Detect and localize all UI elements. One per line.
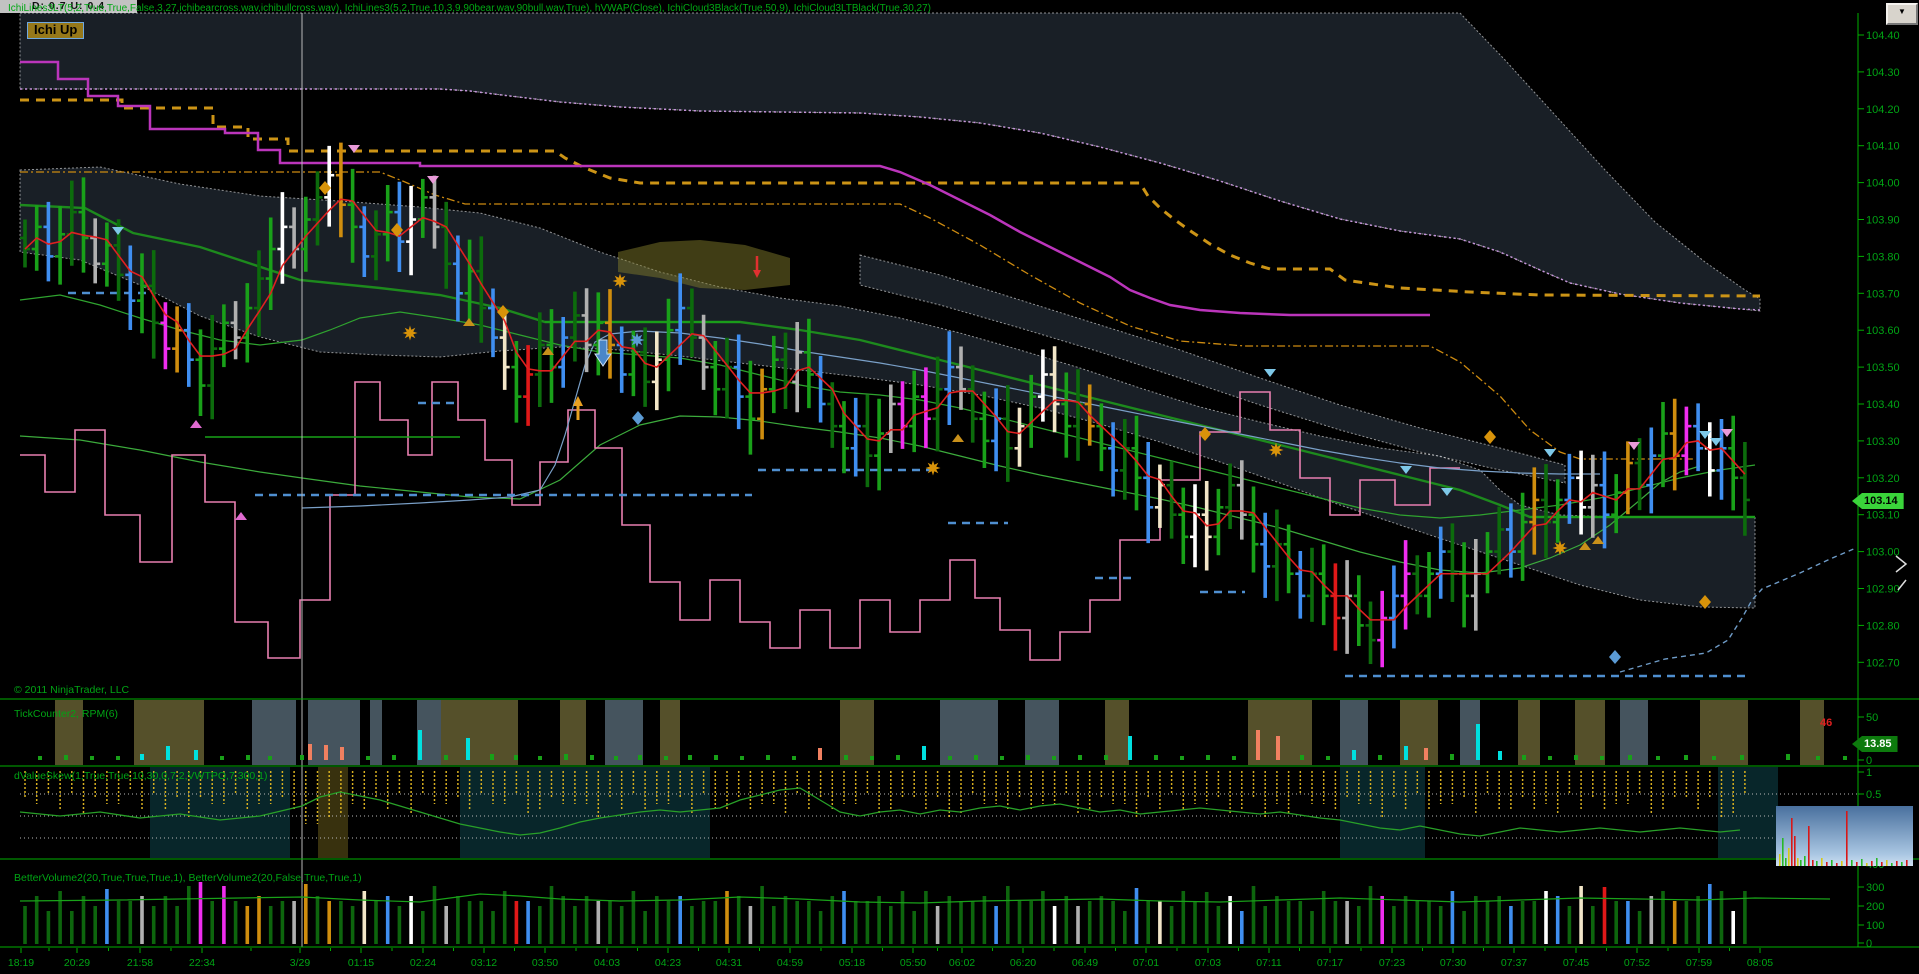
svg-text:103.50: 103.50 (1866, 362, 1900, 374)
signal-label: Ichi Up (27, 22, 85, 39)
svg-text:04:31: 04:31 (716, 957, 742, 969)
svg-text:104.00: 104.00 (1866, 178, 1900, 190)
svg-text:103.20: 103.20 (1866, 473, 1900, 485)
bettervolume-panel: 4003002001000 (19, 859, 1884, 950)
scroll-down-button[interactable]: ▼ (1886, 3, 1918, 25)
last-price-badge: 103.14 (1852, 493, 1904, 509)
svg-text:07:52: 07:52 (1624, 957, 1650, 969)
overlay-lines (19, 60, 1857, 678)
svg-text:20:29: 20:29 (64, 957, 90, 969)
svg-text:03:12: 03:12 (471, 957, 497, 969)
depth-updown-readout: D: 0.7 U: 0.4 (0, 0, 137, 13)
price-axis: 104.40 104.30 104.20 104.10 104.00 103.90 103.… (1858, 30, 1900, 669)
svg-text:103.70: 103.70 (1866, 288, 1900, 300)
svg-text:04:03: 04:03 (594, 957, 620, 969)
tickcounter-panel-label: TickCounter2, RPM(6) (14, 708, 119, 720)
svg-text:07:11: 07:11 (1256, 957, 1282, 969)
svg-text:06:20: 06:20 (1010, 957, 1036, 969)
svg-text:06:02: 06:02 (949, 957, 975, 969)
svg-text:21:58: 21:58 (127, 957, 153, 969)
svg-text:07:23: 07:23 (1379, 957, 1405, 969)
svg-text:07:01: 07:01 (1133, 957, 1159, 969)
svg-text:04:23: 04:23 (655, 957, 681, 969)
svg-text:102.90: 102.90 (1866, 584, 1900, 596)
svg-text:07:03: 07:03 (1195, 957, 1221, 969)
svg-text:18:19: 18:19 (8, 957, 34, 969)
svg-text:07:37: 07:37 (1501, 957, 1527, 969)
svg-text:104.40: 104.40 (1866, 30, 1900, 42)
svg-text:06:49: 06:49 (1072, 957, 1098, 969)
svg-text:103.00: 103.00 (1866, 547, 1900, 559)
time-axis: 18:19 20:29 21:58 22:34 3/29 01:15 02:24 03:12 0… (8, 948, 1773, 969)
tickcounter-panel: 50 0 (38, 700, 1878, 767)
svg-text:05:50: 05:50 (900, 957, 926, 969)
svg-text:102.80: 102.80 (1866, 620, 1900, 632)
svg-text:104.30: 104.30 (1866, 67, 1900, 79)
svg-text:300: 300 (1866, 882, 1884, 894)
svg-text:103.10: 103.10 (1866, 510, 1900, 522)
copyright-text: © 2011 NinjaTrader, LLC (14, 684, 130, 696)
svg-text:0: 0 (1866, 755, 1872, 767)
svg-text:05:18: 05:18 (839, 957, 865, 969)
svg-text:3/29: 3/29 (290, 957, 311, 969)
svg-text:0.5: 0.5 (1866, 789, 1881, 801)
svg-text:103.30: 103.30 (1866, 436, 1900, 448)
svg-text:1: 1 (1866, 767, 1872, 779)
svg-text:0: 0 (1866, 938, 1872, 950)
svg-text:104.10: 104.10 (1866, 141, 1900, 153)
indicator-title: IchiLines3LT(5,2,True,True,False,3,27,ic… (8, 3, 931, 14)
axes (0, 13, 1919, 948)
dvalueskew-panel-label: dValueSkew(1,True,True,10,30,0,7,2,VWTPO… (14, 770, 268, 782)
svg-text:08:05: 08:05 (1747, 957, 1773, 969)
svg-text:200: 200 (1866, 901, 1884, 913)
chevron-down-icon: ▼ (1898, 7, 1906, 16)
svg-text:103.80: 103.80 (1866, 251, 1900, 263)
price-bars (20, 142, 1750, 668)
svg-text:01:15: 01:15 (348, 957, 374, 969)
svg-text:02:24: 02:24 (410, 957, 436, 969)
svg-text:07:59: 07:59 (1686, 957, 1712, 969)
signal-markers (112, 145, 1733, 664)
panel-expand-chevron-icon (1895, 555, 1908, 591)
bettervolume-panel-label: BetterVolume2(20,True,True,True,1), Bett… (14, 872, 362, 884)
svg-text:102.70: 102.70 (1866, 657, 1900, 669)
svg-text:103.60: 103.60 (1866, 325, 1900, 337)
svg-text:03:50: 03:50 (532, 957, 558, 969)
svg-text:07:30: 07:30 (1440, 957, 1466, 969)
svg-text:103.40: 103.40 (1866, 399, 1900, 411)
depth-mini-chart (1776, 806, 1913, 866)
svg-text:103.90: 103.90 (1866, 215, 1900, 227)
svg-text:104.20: 104.20 (1866, 104, 1900, 116)
svg-text:22:34: 22:34 (189, 957, 215, 969)
dvalueskew-panel: 10.50-0.5 (19, 767, 1885, 858)
svg-text:07:45: 07:45 (1563, 957, 1589, 969)
svg-text:07:17: 07:17 (1317, 957, 1343, 969)
rpm-value-badge: 13.85 (1852, 736, 1898, 752)
svg-text:50: 50 (1866, 712, 1878, 724)
svg-text:04:59: 04:59 (777, 957, 803, 969)
tick-count-value: 46 (1820, 717, 1833, 729)
svg-text:100: 100 (1866, 920, 1884, 932)
